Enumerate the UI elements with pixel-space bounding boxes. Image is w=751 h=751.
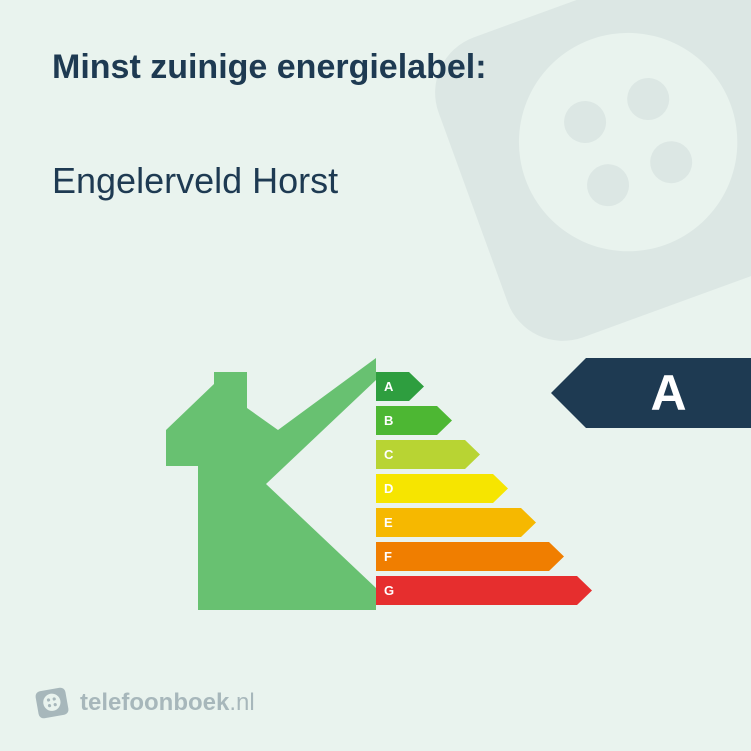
bar-shape (376, 542, 564, 571)
selected-rating-letter: A (586, 358, 751, 428)
brand-name-light: .nl (229, 689, 254, 716)
footer-brand: telefoonboek.nl (34, 685, 255, 721)
page-title: Minst zuinige energielabel: (52, 48, 487, 87)
brand-text: telefoonboek.nl (80, 689, 255, 717)
brand-icon (34, 685, 70, 721)
bar-letter: G (384, 576, 394, 605)
bar-letter: A (384, 372, 393, 401)
energy-label-graphic: ABCDEFG (166, 358, 586, 618)
badge-arrow-head (551, 358, 586, 428)
bar-letter: B (384, 406, 393, 435)
bar-letter: C (384, 440, 393, 469)
bar-shape (376, 474, 508, 503)
brand-name-bold: telefoonboek (80, 689, 229, 716)
selected-rating-badge: A (551, 358, 751, 428)
bar-letter: F (384, 542, 392, 571)
location-name: Engelerveld Horst (52, 160, 338, 202)
bar-shape (376, 576, 592, 605)
house-icon (166, 358, 376, 610)
bar-shape (376, 508, 536, 537)
bar-letter: D (384, 474, 393, 503)
bar-letter: E (384, 508, 393, 537)
